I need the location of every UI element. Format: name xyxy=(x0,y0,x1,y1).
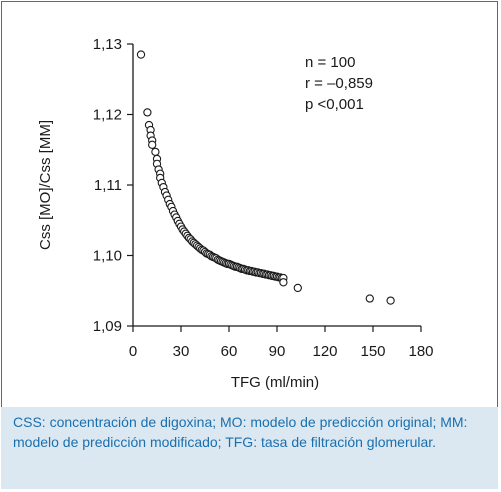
x-tick-label: 60 xyxy=(221,343,238,360)
data-point xyxy=(151,147,160,157)
figure-caption: CSS: concentración de digoxina; MO: mode… xyxy=(1,407,498,489)
data-point xyxy=(365,294,374,303)
x-tick-label: 30 xyxy=(173,343,190,360)
x-tick-label: 120 xyxy=(312,343,337,360)
data-point xyxy=(136,50,146,59)
y-tick-label: 1,12 xyxy=(93,107,122,124)
y-tick-label: 1,11 xyxy=(94,177,122,194)
data-point xyxy=(386,296,395,305)
chart-axes xyxy=(132,44,421,327)
stat-r: r = –0,859 xyxy=(305,75,373,92)
y-tick-label: 1,13 xyxy=(93,36,122,53)
chart-ticks: 0 30 60 90 120 150 180 1,13 1,12 1,11 1,10 1,09 xyxy=(93,36,434,360)
x-tick-label: 90 xyxy=(269,343,286,360)
x-tick-label: 150 xyxy=(360,343,385,360)
y-axis-label: Css [MO]/Css [MM] xyxy=(37,120,54,250)
y-tick-label: 1,09 xyxy=(93,318,122,335)
x-axis-label: TFG (ml/min) xyxy=(231,374,319,391)
chart-points xyxy=(136,50,395,305)
data-point xyxy=(279,278,288,287)
data-point xyxy=(148,140,157,149)
x-tick-label: 180 xyxy=(408,343,433,360)
data-point xyxy=(293,283,302,293)
x-tick-label: 0 xyxy=(129,343,137,360)
scatter-chart: 0 30 60 90 120 150 180 1,13 1,12 1,11 1,10 1,09 n =… xyxy=(37,36,434,391)
y-tick-label: 1,10 xyxy=(93,248,122,265)
data-point xyxy=(143,108,152,117)
stat-p: p <0,001 xyxy=(305,96,364,113)
stat-n: n = 100 xyxy=(305,54,355,71)
